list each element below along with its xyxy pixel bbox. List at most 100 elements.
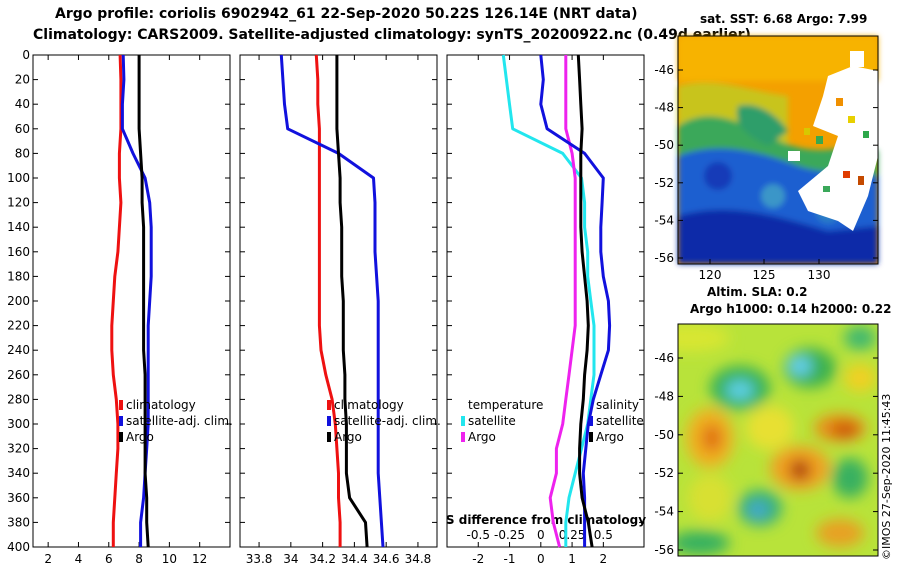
sst-map[interactable]: -46 -48 -50 -52 -54 -56 120 125 130 bbox=[640, 30, 890, 290]
title-line-1: Argo profile: coriolis 6902942_61 22-Sep… bbox=[55, 6, 638, 22]
depth-tick-label: 80 bbox=[15, 146, 30, 160]
sst-cloud-mask bbox=[788, 51, 878, 231]
sst-colored-pixels bbox=[804, 98, 869, 192]
x-tick-label: 2 bbox=[44, 552, 52, 566]
x-tick-label: 6 bbox=[105, 552, 113, 566]
salinity-tick-label: -0.5 bbox=[467, 528, 490, 542]
lat-tick-label: -52 bbox=[654, 176, 674, 190]
depth-tick-label: 200 bbox=[7, 294, 30, 308]
legend-label: satellite-adj. clim. bbox=[334, 414, 441, 428]
legend-label: satellite bbox=[596, 414, 644, 428]
series-line-salinity-satellite bbox=[539, 54, 612, 547]
sla-anomaly-blobs bbox=[678, 324, 876, 555]
sla-axes: -46 -48 -50 -52 -54 -56 bbox=[654, 351, 878, 557]
temperature-panel: 2 4 6 8 10 12 climatology satellite-adj. clim. A… bbox=[32, 54, 233, 566]
x-tick-label: -2 bbox=[472, 552, 484, 566]
x-tick-label: 34.4 bbox=[341, 552, 368, 566]
legend-label: satellite bbox=[468, 414, 516, 428]
salinity-tick-label: 0 bbox=[537, 528, 545, 542]
difference-xlabel: S difference from climatology bbox=[446, 513, 646, 527]
salinity-tick-label: -0.25 bbox=[494, 528, 525, 542]
legend-label: Argo bbox=[468, 430, 496, 444]
lat-tick-label: -54 bbox=[654, 505, 674, 519]
sla-title-line-1: Altim. SLA: 0.2 bbox=[707, 285, 808, 299]
lat-tick-label: -50 bbox=[654, 428, 674, 442]
series-line-satellite-adj-clim- bbox=[120, 54, 153, 547]
lat-tick-label: -50 bbox=[654, 138, 674, 152]
salinity-panel: 33.8 34 34.2 34.4 34.6 34.8 climatology satelli… bbox=[239, 54, 441, 566]
series-line-satellite-adj-clim- bbox=[279, 54, 385, 548]
legend-group-temperature: temperature bbox=[468, 398, 543, 412]
series-line-argo bbox=[137, 55, 150, 548]
depth-tick-label: 240 bbox=[7, 343, 30, 357]
x-tick-label: 34.8 bbox=[405, 552, 432, 566]
salinity-tick-label: 0.25 bbox=[559, 528, 586, 542]
sla-map[interactable]: -46 -48 -50 -52 -54 -56 bbox=[640, 318, 890, 564]
lon-tick-label: 130 bbox=[808, 268, 831, 282]
x-tick-label: 10 bbox=[162, 552, 177, 566]
title-line-2: Climatology: CARS2009. Satellite-adjuste… bbox=[33, 27, 751, 43]
panel-frame bbox=[32, 54, 231, 548]
difference-panel: -2 -1 0 1 2 -0.5 -0.25 0 0.25 0.5S difference fro… bbox=[446, 54, 646, 566]
x-tick-label: 2 bbox=[600, 552, 608, 566]
x-tick-label: 34 bbox=[283, 552, 298, 566]
x-tick-label: 4 bbox=[75, 552, 83, 566]
lat-tick-label: -54 bbox=[654, 213, 674, 227]
salinity-tick-label: 0.5 bbox=[594, 528, 613, 542]
x-tick-label: 1 bbox=[568, 552, 576, 566]
series-line-climatology bbox=[314, 54, 342, 547]
depth-tick-label: 120 bbox=[7, 196, 30, 210]
lat-tick-label: -56 bbox=[654, 251, 674, 265]
series-line-salinity-argo bbox=[576, 54, 594, 548]
depth-tick-label: 260 bbox=[7, 368, 30, 382]
x-tick-label: 0 bbox=[537, 552, 545, 566]
lat-tick-label: -46 bbox=[654, 63, 674, 77]
series-line-temperature-argo bbox=[548, 55, 577, 548]
lat-tick-label: -56 bbox=[654, 543, 674, 557]
legend-swatch bbox=[589, 432, 593, 442]
depth-tick-label: 280 bbox=[7, 392, 30, 406]
depth-tick-label: 360 bbox=[7, 491, 30, 505]
lon-tick-label: 120 bbox=[699, 268, 722, 282]
depth-tick-label: 140 bbox=[7, 220, 30, 234]
x-tick-label: 12 bbox=[192, 552, 207, 566]
legend-swatch bbox=[119, 400, 123, 410]
legend-swatch bbox=[327, 432, 331, 442]
sst-map-title: sat. SST: 6.68 Argo: 7.99 bbox=[700, 12, 868, 26]
legend-swatch bbox=[119, 416, 123, 426]
depth-tick-label: 380 bbox=[7, 515, 30, 529]
depth-tick-label: 0 bbox=[22, 48, 30, 62]
depth-tick-label: 340 bbox=[7, 466, 30, 480]
x-tick-label: 8 bbox=[135, 552, 143, 566]
x-tick-label: 34.6 bbox=[373, 552, 400, 566]
x-tick-label: -1 bbox=[504, 552, 516, 566]
depth-tick-label: 100 bbox=[7, 171, 30, 185]
x-tick-label: 33.8 bbox=[246, 552, 273, 566]
panel-frame bbox=[446, 54, 645, 548]
depth-tick-label: 160 bbox=[7, 245, 30, 259]
series-line-argo bbox=[335, 55, 369, 548]
lat-tick-label: -48 bbox=[654, 389, 674, 403]
legend-swatch bbox=[327, 400, 331, 410]
legend-label: Argo bbox=[596, 430, 624, 444]
depth-tick-label: 300 bbox=[7, 417, 30, 431]
lat-tick-label: -48 bbox=[654, 101, 674, 115]
depth-tick-label: 60 bbox=[15, 122, 30, 136]
depth-tick-label: 180 bbox=[7, 269, 30, 283]
depth-axis-labels: 0 20 40 60 80 100 120 140 160 180 200 220 240 260 280 3… bbox=[7, 48, 30, 554]
legend-swatch bbox=[327, 416, 331, 426]
x-tick-label: 34.2 bbox=[309, 552, 336, 566]
depth-tick-label: 220 bbox=[7, 319, 30, 333]
legend-label: climatology bbox=[334, 398, 404, 412]
depth-tick-label: 20 bbox=[15, 73, 30, 87]
lon-tick-label: 125 bbox=[753, 268, 776, 282]
legend-label: Argo bbox=[334, 430, 362, 444]
lat-tick-label: -52 bbox=[654, 466, 674, 480]
depth-tick-label: 40 bbox=[15, 97, 30, 111]
imos-credit: ©IMOS 27-Sep-2020 11:45:43 bbox=[880, 393, 893, 560]
depth-tick-label: 320 bbox=[7, 442, 30, 456]
series-line-temperature-satellite bbox=[501, 54, 596, 547]
legend-group-salinity: salinity bbox=[596, 398, 639, 412]
depth-tick-label: 400 bbox=[7, 540, 30, 554]
